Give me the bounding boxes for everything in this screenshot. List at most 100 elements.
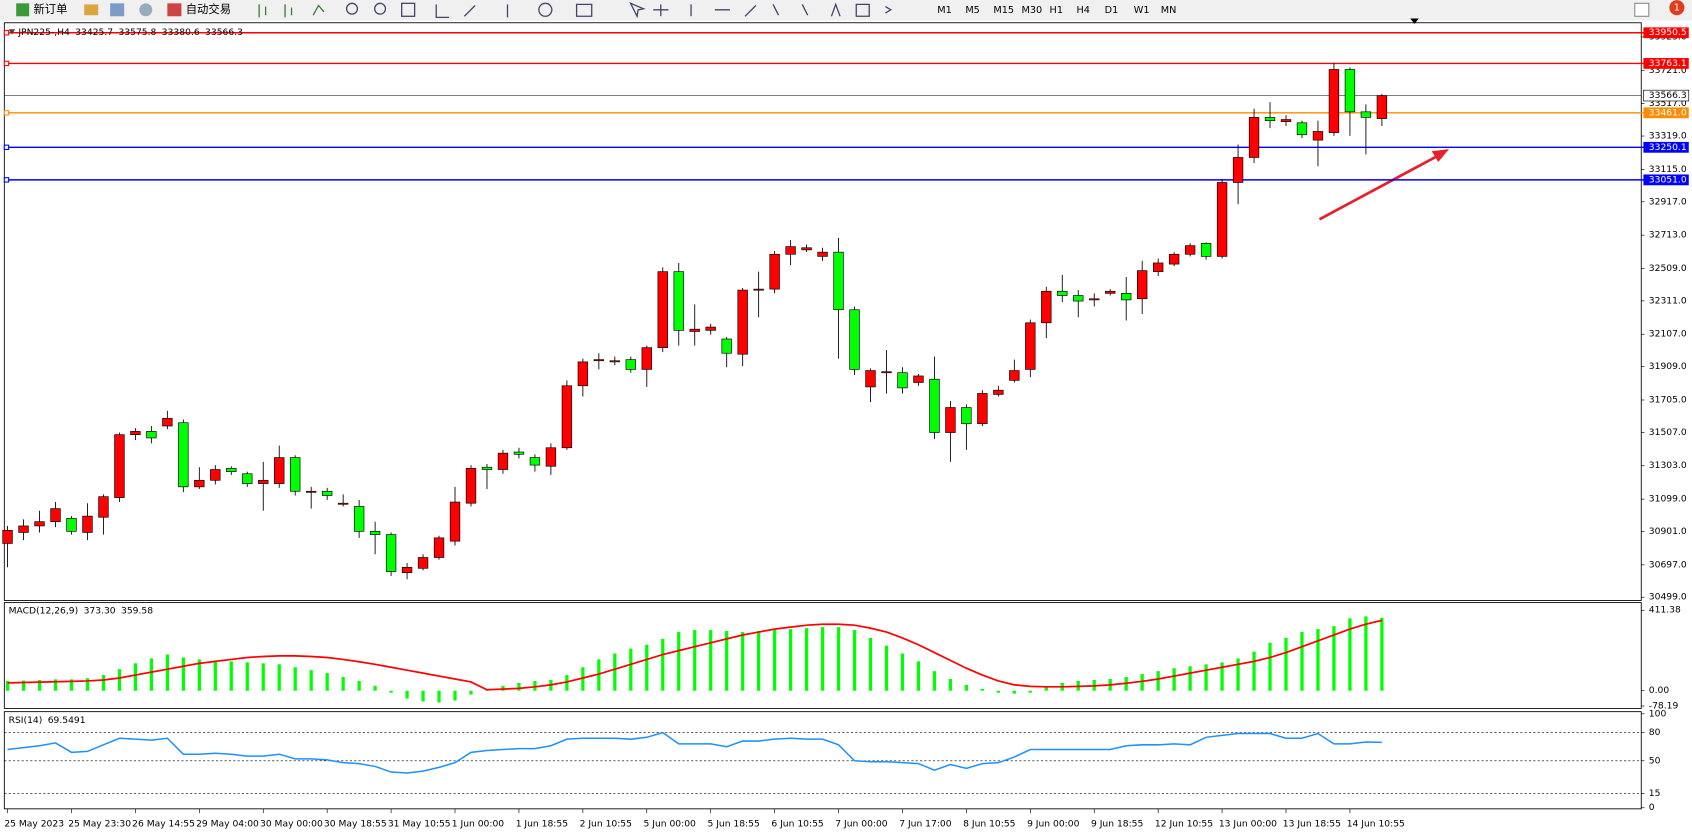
macd-bar [517,682,521,691]
candle-body [513,451,525,455]
macd-bar [1188,666,1192,691]
macd-bar [181,657,185,691]
candle-body [1280,119,1292,122]
candle-body [194,479,205,488]
candle-body [705,326,716,331]
candle-body [545,447,557,467]
x-tick-label: 8 Jun 10:55 [963,818,1016,829]
x-tick-label: 7 Jun 00:00 [835,818,888,829]
y-tick-label: 31099.0 [1649,494,1687,505]
timeframe-button[interactable]: M15 [993,5,1014,16]
macd-bar [820,627,825,691]
macd-bar [836,627,841,691]
tile-windows[interactable] [401,2,416,17]
timeframe-button[interactable]: W1 [1134,5,1150,16]
macd-bar [741,632,745,691]
candle-body [34,521,45,527]
timeframe-button[interactable]: M5 [965,5,980,16]
zoom-out[interactable] [374,2,387,15]
toolbar-icon[interactable] [139,3,153,17]
macd-panel-frame [3,602,1642,709]
x-tick-label: 29 May 04:00 [196,818,259,829]
macd-bar [165,654,169,691]
macd-bar [1380,617,1384,691]
macd-bar [1268,642,1272,691]
x-tick-label: 12 Jun 10:55 [1155,818,1213,829]
macd-bar [868,637,873,691]
drawing-tools[interactable] [629,2,893,19]
candle-body [673,271,684,331]
timeframe-button[interactable]: MN [1161,5,1177,16]
toolbar-icon[interactable] [110,3,125,17]
macd-bar [261,663,265,691]
macd-bar [597,659,601,691]
price-label-box [1643,27,1689,39]
current-price-box [1643,89,1690,102]
current-price-label: 33566.3 [1649,90,1687,101]
new-order-icon[interactable] [16,3,30,17]
candle-body [801,247,812,251]
signal-line [7,619,1383,691]
timeframe-button[interactable]: M1 [937,5,952,16]
price-label-box [1643,174,1689,186]
macd-bar [804,628,809,691]
price-label: 33763.1 [1649,58,1687,69]
shift-marker [1410,18,1419,24]
timeframe-button[interactable]: H4 [1077,5,1090,16]
y-tick-label: 32509.0 [1649,263,1687,274]
timeframe-button[interactable]: H1 [1050,5,1063,16]
macd-bar [37,679,42,691]
macd-bar [405,690,409,699]
x-tick-label: 30 May 00:00 [260,818,323,829]
candle-body [721,338,732,354]
auto-trade-button[interactable]: 自动交易 [186,2,231,16]
macd-bar [1300,632,1304,691]
candle-body [1041,290,1052,324]
macd-bar [373,685,377,691]
chart-type-icons[interactable] [258,4,325,18]
candle-body [881,371,892,374]
toolbar-icons[interactable] [435,2,593,19]
chart-symbol: JPN225-,H4 [17,27,70,38]
signal-value: 359.58 [121,606,153,617]
candle-body [2,530,13,544]
candle-body [1121,293,1132,301]
candle-body [1025,322,1036,370]
toolbar-icon[interactable] [84,4,99,16]
timeframe-button[interactable]: D1 [1105,5,1119,16]
macd-bar [900,653,905,691]
macd-bar [293,667,297,691]
macd-value: 373.30 [84,606,116,617]
macd-bar [501,685,505,691]
y-tick-label: 32713.0 [1649,230,1687,241]
macd-bar [964,684,969,691]
candle-body [1152,262,1164,272]
notification-badge[interactable] [1669,0,1685,16]
x-tick-label: 7 Jun 17:00 [899,818,952,829]
candle-body [481,466,493,470]
candle-body [82,515,93,533]
zoom-in[interactable] [345,2,359,15]
candle-body [737,289,748,355]
x-tick-label: 5 Jun 00:00 [644,818,697,829]
new-order-button[interactable]: 新订单 [33,2,67,16]
macd-bar [1028,690,1032,693]
search-icon[interactable] [1634,2,1650,17]
low-value: 33380.6 [162,27,200,38]
close-value: 33566.3 [205,27,243,38]
open-value: 33425.7 [75,27,113,38]
y-tick-label: 50 [1649,755,1661,766]
macd-bar [1316,629,1320,691]
price-label: 33051.0 [1649,174,1687,185]
candle-body [258,479,269,484]
toolbar-bg [0,0,1692,21]
macd-bar [21,680,26,691]
macd-bar [773,630,777,691]
price-label-box [1643,58,1689,69]
auto-trade-icon[interactable] [167,3,182,17]
macd-bar [1348,618,1352,691]
candle-body [961,407,972,425]
panel-frames [3,22,1642,810]
timeframe-button[interactable]: M30 [1021,5,1042,16]
